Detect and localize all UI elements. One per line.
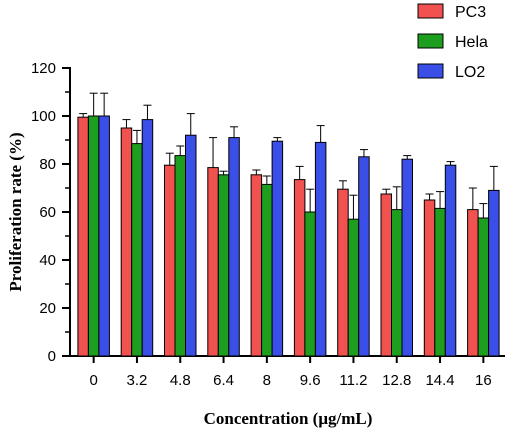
x-tick-label: 14.4 xyxy=(425,372,454,389)
legend: PC3 Hela LO2 xyxy=(417,3,488,81)
x-tick-label: 8 xyxy=(263,372,271,389)
bar-hela-11.2 xyxy=(347,218,360,357)
x-tick-label: 16 xyxy=(475,372,492,389)
bar-hela-14.4 xyxy=(434,207,446,357)
x-tick-label: 9.6 xyxy=(300,372,321,389)
bar-pc3-14.4 xyxy=(423,199,436,357)
y-axis-label: Proliferation rate (%) xyxy=(6,132,25,291)
bar-hela-3.2 xyxy=(131,143,143,357)
y-tick-label: 120 xyxy=(31,60,56,77)
bar-lo2-6.4 xyxy=(228,137,240,357)
y-tick-label: 100 xyxy=(31,108,56,125)
error-bars xyxy=(79,92,498,220)
y-tick-label: 60 xyxy=(39,204,56,221)
bar-lo2-14.4 xyxy=(444,164,457,357)
legend-swatch-lo2 xyxy=(417,63,444,79)
bar-hela-0 xyxy=(87,115,100,357)
bar-hela-4.8 xyxy=(174,155,186,357)
bar-pc3-8 xyxy=(250,174,263,357)
bar-lo2-16 xyxy=(488,189,500,357)
x-tick-label: 12.8 xyxy=(382,372,411,389)
x-tick-label: 0 xyxy=(89,372,97,389)
bar-pc3-12.8 xyxy=(380,193,392,357)
legend-label-hela: Hela xyxy=(455,34,488,51)
legend-swatch-hela xyxy=(417,33,444,49)
bar-pc3-3.2 xyxy=(120,127,133,357)
bar-pc3-9.6 xyxy=(293,179,306,357)
y-tick-label: 0 xyxy=(48,348,56,365)
bar-lo2-8 xyxy=(271,140,284,357)
bar-lo2-0 xyxy=(98,115,110,357)
y-tick-label: 40 xyxy=(39,252,56,269)
bar-lo2-9.6 xyxy=(314,141,327,357)
bar-hela-12.8 xyxy=(391,209,403,357)
x-tick-label: 4.8 xyxy=(170,372,191,389)
bar-pc3-11.2 xyxy=(337,188,349,357)
legend-label-lo2: LO2 xyxy=(455,64,485,81)
x-tick-label: 3.2 xyxy=(127,372,148,389)
bar-lo2-4.8 xyxy=(185,134,197,357)
bar-pc3-4.8 xyxy=(164,164,176,357)
bar-lo2-11.2 xyxy=(358,156,370,357)
x-tick-label: 11.2 xyxy=(339,372,367,389)
bar-lo2-3.2 xyxy=(141,119,154,357)
bar-hela-16 xyxy=(477,217,490,357)
bar-pc3-6.4 xyxy=(207,167,219,357)
bars xyxy=(77,115,500,357)
x-tick-label: 6.4 xyxy=(213,372,234,389)
bar-pc3-0 xyxy=(77,116,89,357)
y-axis: 0 20 40 60 80 100 120 xyxy=(31,60,71,365)
bar-hela-6.4 xyxy=(217,174,230,357)
bar-hela-9.6 xyxy=(304,211,316,357)
y-tick-label: 20 xyxy=(39,300,56,317)
bar-hela-8 xyxy=(261,183,273,357)
x-axis-label: Concentration (μg/mL) xyxy=(204,409,373,428)
x-axis: 0 3.2 4.8 6.4 8 9.6 11.2 12.8 14.4 16 xyxy=(69,355,505,389)
y-tick-label: 80 xyxy=(39,156,56,173)
legend-label-pc3: PC3 xyxy=(455,4,486,21)
bar-pc3-16 xyxy=(467,209,479,357)
legend-swatch-pc3 xyxy=(417,3,444,19)
bar-lo2-12.8 xyxy=(401,158,413,357)
